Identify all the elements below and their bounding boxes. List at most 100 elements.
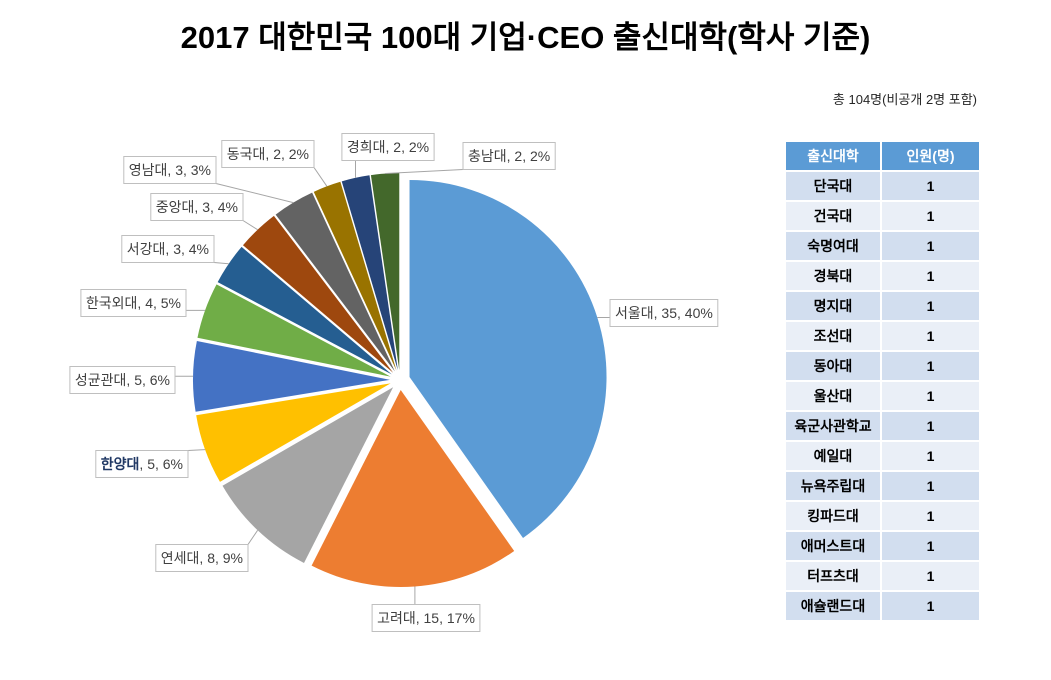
pie-slice-4 xyxy=(196,383,391,482)
table-cell-university: 울산대 xyxy=(786,382,880,410)
data-label-percent: 6% xyxy=(150,372,170,388)
data-label-value: 2 xyxy=(273,146,281,162)
data-label-category: 연세대 xyxy=(161,550,200,566)
data-label-11: 경희대, 2, 2% xyxy=(341,133,435,161)
leader-line-4 xyxy=(187,449,206,451)
data-label-percent: 4% xyxy=(189,241,209,257)
data-label-value: 8 xyxy=(207,550,215,566)
data-label-value: 3 xyxy=(175,162,183,178)
table-cell-count: 1 xyxy=(882,562,979,590)
data-label-value: 35 xyxy=(661,305,677,321)
pie-slice-8 xyxy=(242,215,394,373)
data-label-percent: 2% xyxy=(530,148,550,164)
data-label-text: 충남대, 2, 2% xyxy=(468,148,550,164)
table-cell-count: 1 xyxy=(882,322,979,350)
pie-slice-6 xyxy=(197,284,391,377)
table-cell-university: 애머스트대 xyxy=(786,532,880,560)
table-cell-university: 경북대 xyxy=(786,262,880,290)
pie-slice-1 xyxy=(409,179,607,539)
chart-title: 2017 대한민국 100대 기업·CEO 출신대학(학사 기준) xyxy=(180,20,871,55)
table-cell-count: 1 xyxy=(882,262,979,290)
leader-line-8 xyxy=(242,220,258,231)
pie-slice-11 xyxy=(341,175,398,371)
data-label-text: 고려대, 15, 17% xyxy=(377,610,475,626)
table-cell-university: 동아대 xyxy=(786,352,880,380)
table-cell-count: 1 xyxy=(882,532,979,560)
table-cell-university: 조선대 xyxy=(786,322,880,350)
table-cell-university: 숙명여대 xyxy=(786,232,880,260)
pie-slice-9 xyxy=(275,192,395,372)
table-header-university: 출신대학 xyxy=(786,142,880,170)
data-label-text: 연세대, 8, 9% xyxy=(161,550,243,566)
data-label-category: 한국외대 xyxy=(86,295,138,311)
data-label-category: 성균관대 xyxy=(75,372,127,388)
data-label-box xyxy=(80,289,187,317)
data-label-value: 15 xyxy=(424,610,440,626)
data-label-percent: 3% xyxy=(191,162,211,178)
pie-slice-3 xyxy=(222,387,394,563)
table-cell-university: 건국대 xyxy=(786,202,880,230)
data-label-7: 서강대, 3, 4% xyxy=(121,235,215,263)
data-label-category: 고려대 xyxy=(377,610,416,626)
table-row: 뉴욕주립대 1 xyxy=(786,472,979,500)
leader-line-10 xyxy=(313,167,328,187)
data-label-5: 성균관대, 5, 6% xyxy=(69,366,176,394)
data-label-value: 4 xyxy=(145,295,153,311)
table-cell-count: 1 xyxy=(882,232,979,260)
data-label-box xyxy=(150,193,244,221)
table-row: 건국대 1 xyxy=(786,202,979,230)
data-label-1: 서울대, 35, 40% xyxy=(609,299,719,327)
table-row: 조선대 1 xyxy=(786,322,979,350)
data-label-category: 중앙대 xyxy=(156,199,195,215)
data-label-box xyxy=(462,142,556,170)
data-label-10: 동국대, 2, 2% xyxy=(221,140,315,168)
data-label-4: 한양대, 5, 6% xyxy=(95,450,189,478)
leader-line-9 xyxy=(215,183,294,204)
leader-line-12 xyxy=(385,169,464,174)
data-label-box xyxy=(123,156,217,184)
table-row: 육군사관학교 1 xyxy=(786,412,979,440)
data-label-category: 경희대 xyxy=(347,139,386,155)
table-row: 울산대 1 xyxy=(786,382,979,410)
pie-slice-5 xyxy=(193,340,390,412)
table-row: 명지대 1 xyxy=(786,292,979,320)
data-label-text: 영남대, 3, 3% xyxy=(129,162,211,178)
data-label-percent: 17% xyxy=(447,610,475,626)
table-cell-university: 명지대 xyxy=(786,292,880,320)
leader-line-7 xyxy=(213,262,229,265)
data-label-box xyxy=(69,366,176,394)
table-cell-count: 1 xyxy=(882,292,979,320)
data-label-2: 고려대, 15, 17% xyxy=(371,604,481,632)
table-cell-count: 1 xyxy=(882,352,979,380)
data-label-percent: 9% xyxy=(223,550,243,566)
table-cell-university: 뉴욕주립대 xyxy=(786,472,880,500)
table-row: 애슐랜드대 1 xyxy=(786,592,979,620)
data-label-value: 5 xyxy=(134,372,142,388)
data-label-3: 연세대, 8, 9% xyxy=(155,544,249,572)
data-label-8: 중앙대, 3, 4% xyxy=(150,193,244,221)
data-label-category: 한양대 xyxy=(101,456,140,472)
leader-line-3 xyxy=(247,530,259,545)
table-cell-count: 1 xyxy=(882,382,979,410)
table-cell-count: 1 xyxy=(882,172,979,200)
data-label-category: 서울대 xyxy=(615,305,654,321)
data-label-text: 서강대, 3, 4% xyxy=(127,241,209,257)
table-cell-count: 1 xyxy=(882,592,979,620)
data-label-text: 한국외대, 4, 5% xyxy=(86,295,181,311)
data-label-box xyxy=(371,604,481,632)
table-row: 동아대 1 xyxy=(786,352,979,380)
pie-slice-10 xyxy=(313,181,397,371)
table-row: 경북대 1 xyxy=(786,262,979,290)
data-label-text: 성균관대, 5, 6% xyxy=(75,372,170,388)
table-cell-count: 1 xyxy=(882,202,979,230)
data-label-percent: 4% xyxy=(218,199,238,215)
table-row: 단국대 1 xyxy=(786,172,979,200)
table-cell-university: 예일대 xyxy=(786,442,880,470)
data-label-percent: 5% xyxy=(161,295,181,311)
data-label-category: 영남대 xyxy=(129,162,168,178)
data-label-box xyxy=(609,299,719,327)
data-label-12: 충남대, 2, 2% xyxy=(462,142,556,170)
pie-slice-12 xyxy=(370,173,400,371)
data-label-text: 경희대, 2, 2% xyxy=(347,139,429,155)
